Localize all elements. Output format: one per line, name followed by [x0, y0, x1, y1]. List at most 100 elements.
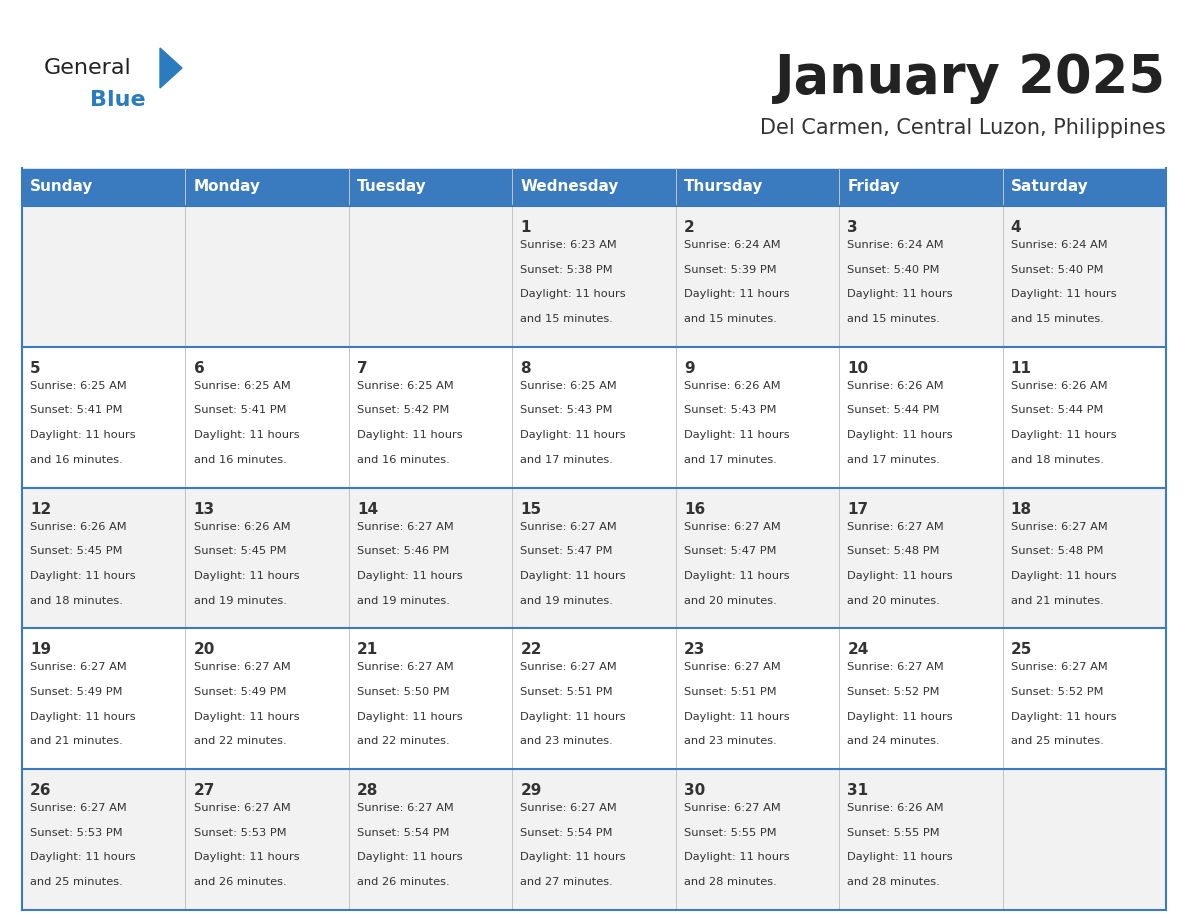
Text: and 21 minutes.: and 21 minutes.: [1011, 596, 1104, 606]
Text: Sunrise: 6:25 AM: Sunrise: 6:25 AM: [30, 381, 127, 391]
Bar: [349, 347, 512, 487]
Text: Sunset: 5:40 PM: Sunset: 5:40 PM: [1011, 264, 1104, 274]
Bar: [839, 347, 1003, 487]
Text: Daylight: 11 hours: Daylight: 11 hours: [847, 571, 953, 581]
Text: Sunrise: 6:27 AM: Sunrise: 6:27 AM: [520, 663, 618, 672]
Text: Sunset: 5:52 PM: Sunset: 5:52 PM: [847, 687, 940, 697]
Text: 1: 1: [520, 220, 531, 235]
Text: Sunrise: 6:26 AM: Sunrise: 6:26 AM: [1011, 381, 1107, 391]
Text: Daylight: 11 hours: Daylight: 11 hours: [358, 853, 462, 863]
Text: 2: 2: [684, 220, 695, 235]
Text: and 28 minutes.: and 28 minutes.: [684, 877, 777, 887]
Text: Daylight: 11 hours: Daylight: 11 hours: [30, 853, 135, 863]
Bar: [1003, 769, 1165, 910]
Text: Sunrise: 6:27 AM: Sunrise: 6:27 AM: [1011, 521, 1107, 532]
Text: Daylight: 11 hours: Daylight: 11 hours: [684, 711, 790, 722]
Text: Daylight: 11 hours: Daylight: 11 hours: [847, 711, 953, 722]
Text: and 19 minutes.: and 19 minutes.: [358, 596, 450, 606]
Text: Daylight: 11 hours: Daylight: 11 hours: [520, 571, 626, 581]
Text: Sunrise: 6:26 AM: Sunrise: 6:26 AM: [684, 381, 781, 391]
Text: Sunrise: 6:27 AM: Sunrise: 6:27 AM: [684, 521, 781, 532]
Text: Sunrise: 6:26 AM: Sunrise: 6:26 AM: [194, 521, 290, 532]
Text: and 16 minutes.: and 16 minutes.: [194, 454, 286, 465]
Text: 31: 31: [847, 783, 868, 798]
Text: Sunrise: 6:27 AM: Sunrise: 6:27 AM: [194, 663, 290, 672]
Text: Daylight: 11 hours: Daylight: 11 hours: [358, 711, 462, 722]
Bar: [185, 487, 349, 629]
Bar: [676, 206, 839, 347]
Text: Monday: Monday: [194, 180, 260, 195]
Text: and 20 minutes.: and 20 minutes.: [684, 596, 777, 606]
Bar: [1003, 347, 1165, 487]
Text: Sunrise: 6:23 AM: Sunrise: 6:23 AM: [520, 240, 618, 250]
Text: Sunrise: 6:27 AM: Sunrise: 6:27 AM: [520, 521, 618, 532]
Bar: [1003, 629, 1165, 769]
Text: Sunset: 5:49 PM: Sunset: 5:49 PM: [194, 687, 286, 697]
Bar: [349, 168, 512, 206]
Text: Sunrise: 6:27 AM: Sunrise: 6:27 AM: [30, 803, 127, 813]
Text: Sunrise: 6:25 AM: Sunrise: 6:25 AM: [194, 381, 290, 391]
Text: Sunset: 5:53 PM: Sunset: 5:53 PM: [194, 828, 286, 838]
Text: Saturday: Saturday: [1011, 180, 1088, 195]
Text: and 17 minutes.: and 17 minutes.: [520, 454, 613, 465]
Bar: [676, 769, 839, 910]
Text: 15: 15: [520, 501, 542, 517]
Text: Daylight: 11 hours: Daylight: 11 hours: [684, 430, 790, 440]
Bar: [23, 168, 185, 206]
Text: Daylight: 11 hours: Daylight: 11 hours: [520, 430, 626, 440]
Text: Daylight: 11 hours: Daylight: 11 hours: [1011, 289, 1117, 299]
Text: and 18 minutes.: and 18 minutes.: [30, 596, 124, 606]
Text: and 15 minutes.: and 15 minutes.: [847, 314, 940, 324]
Text: Daylight: 11 hours: Daylight: 11 hours: [358, 430, 462, 440]
Text: Sunrise: 6:27 AM: Sunrise: 6:27 AM: [847, 521, 944, 532]
Text: Sunset: 5:38 PM: Sunset: 5:38 PM: [520, 264, 613, 274]
Text: Sunrise: 6:25 AM: Sunrise: 6:25 AM: [520, 381, 618, 391]
Text: 19: 19: [30, 643, 51, 657]
Bar: [349, 487, 512, 629]
Text: Sunrise: 6:27 AM: Sunrise: 6:27 AM: [194, 803, 290, 813]
Bar: [839, 629, 1003, 769]
Text: Daylight: 11 hours: Daylight: 11 hours: [30, 430, 135, 440]
Text: Sunset: 5:41 PM: Sunset: 5:41 PM: [30, 406, 122, 416]
Text: and 24 minutes.: and 24 minutes.: [847, 736, 940, 746]
Text: 25: 25: [1011, 643, 1032, 657]
Text: Sunrise: 6:27 AM: Sunrise: 6:27 AM: [684, 803, 781, 813]
Text: Daylight: 11 hours: Daylight: 11 hours: [684, 289, 790, 299]
Text: Daylight: 11 hours: Daylight: 11 hours: [194, 430, 299, 440]
Text: Friday: Friday: [847, 180, 901, 195]
Bar: [839, 769, 1003, 910]
Bar: [1003, 487, 1165, 629]
Text: Daylight: 11 hours: Daylight: 11 hours: [194, 853, 299, 863]
Text: 13: 13: [194, 501, 215, 517]
Text: 3: 3: [847, 220, 858, 235]
Bar: [676, 168, 839, 206]
Text: Sunrise: 6:27 AM: Sunrise: 6:27 AM: [30, 663, 127, 672]
Text: 12: 12: [30, 501, 51, 517]
Text: Sunset: 5:48 PM: Sunset: 5:48 PM: [847, 546, 940, 556]
Text: Sunrise: 6:27 AM: Sunrise: 6:27 AM: [684, 663, 781, 672]
Bar: [1003, 168, 1165, 206]
Text: 10: 10: [847, 361, 868, 375]
Text: Sunrise: 6:27 AM: Sunrise: 6:27 AM: [520, 803, 618, 813]
Text: 6: 6: [194, 361, 204, 375]
Text: and 17 minutes.: and 17 minutes.: [847, 454, 940, 465]
Text: 23: 23: [684, 643, 706, 657]
Text: Sunset: 5:46 PM: Sunset: 5:46 PM: [358, 546, 449, 556]
Text: Sunset: 5:43 PM: Sunset: 5:43 PM: [684, 406, 777, 416]
Text: Sunset: 5:47 PM: Sunset: 5:47 PM: [684, 546, 777, 556]
Text: 4: 4: [1011, 220, 1022, 235]
Text: Daylight: 11 hours: Daylight: 11 hours: [847, 289, 953, 299]
Text: and 15 minutes.: and 15 minutes.: [684, 314, 777, 324]
Text: 20: 20: [194, 643, 215, 657]
Text: and 15 minutes.: and 15 minutes.: [520, 314, 613, 324]
Bar: [512, 487, 676, 629]
Text: Blue: Blue: [90, 90, 146, 110]
Bar: [839, 206, 1003, 347]
Text: Sunrise: 6:24 AM: Sunrise: 6:24 AM: [847, 240, 944, 250]
Bar: [349, 769, 512, 910]
Bar: [676, 629, 839, 769]
Bar: [185, 769, 349, 910]
Text: 14: 14: [358, 501, 378, 517]
Text: and 19 minutes.: and 19 minutes.: [194, 596, 286, 606]
Text: Sunset: 5:53 PM: Sunset: 5:53 PM: [30, 828, 122, 838]
